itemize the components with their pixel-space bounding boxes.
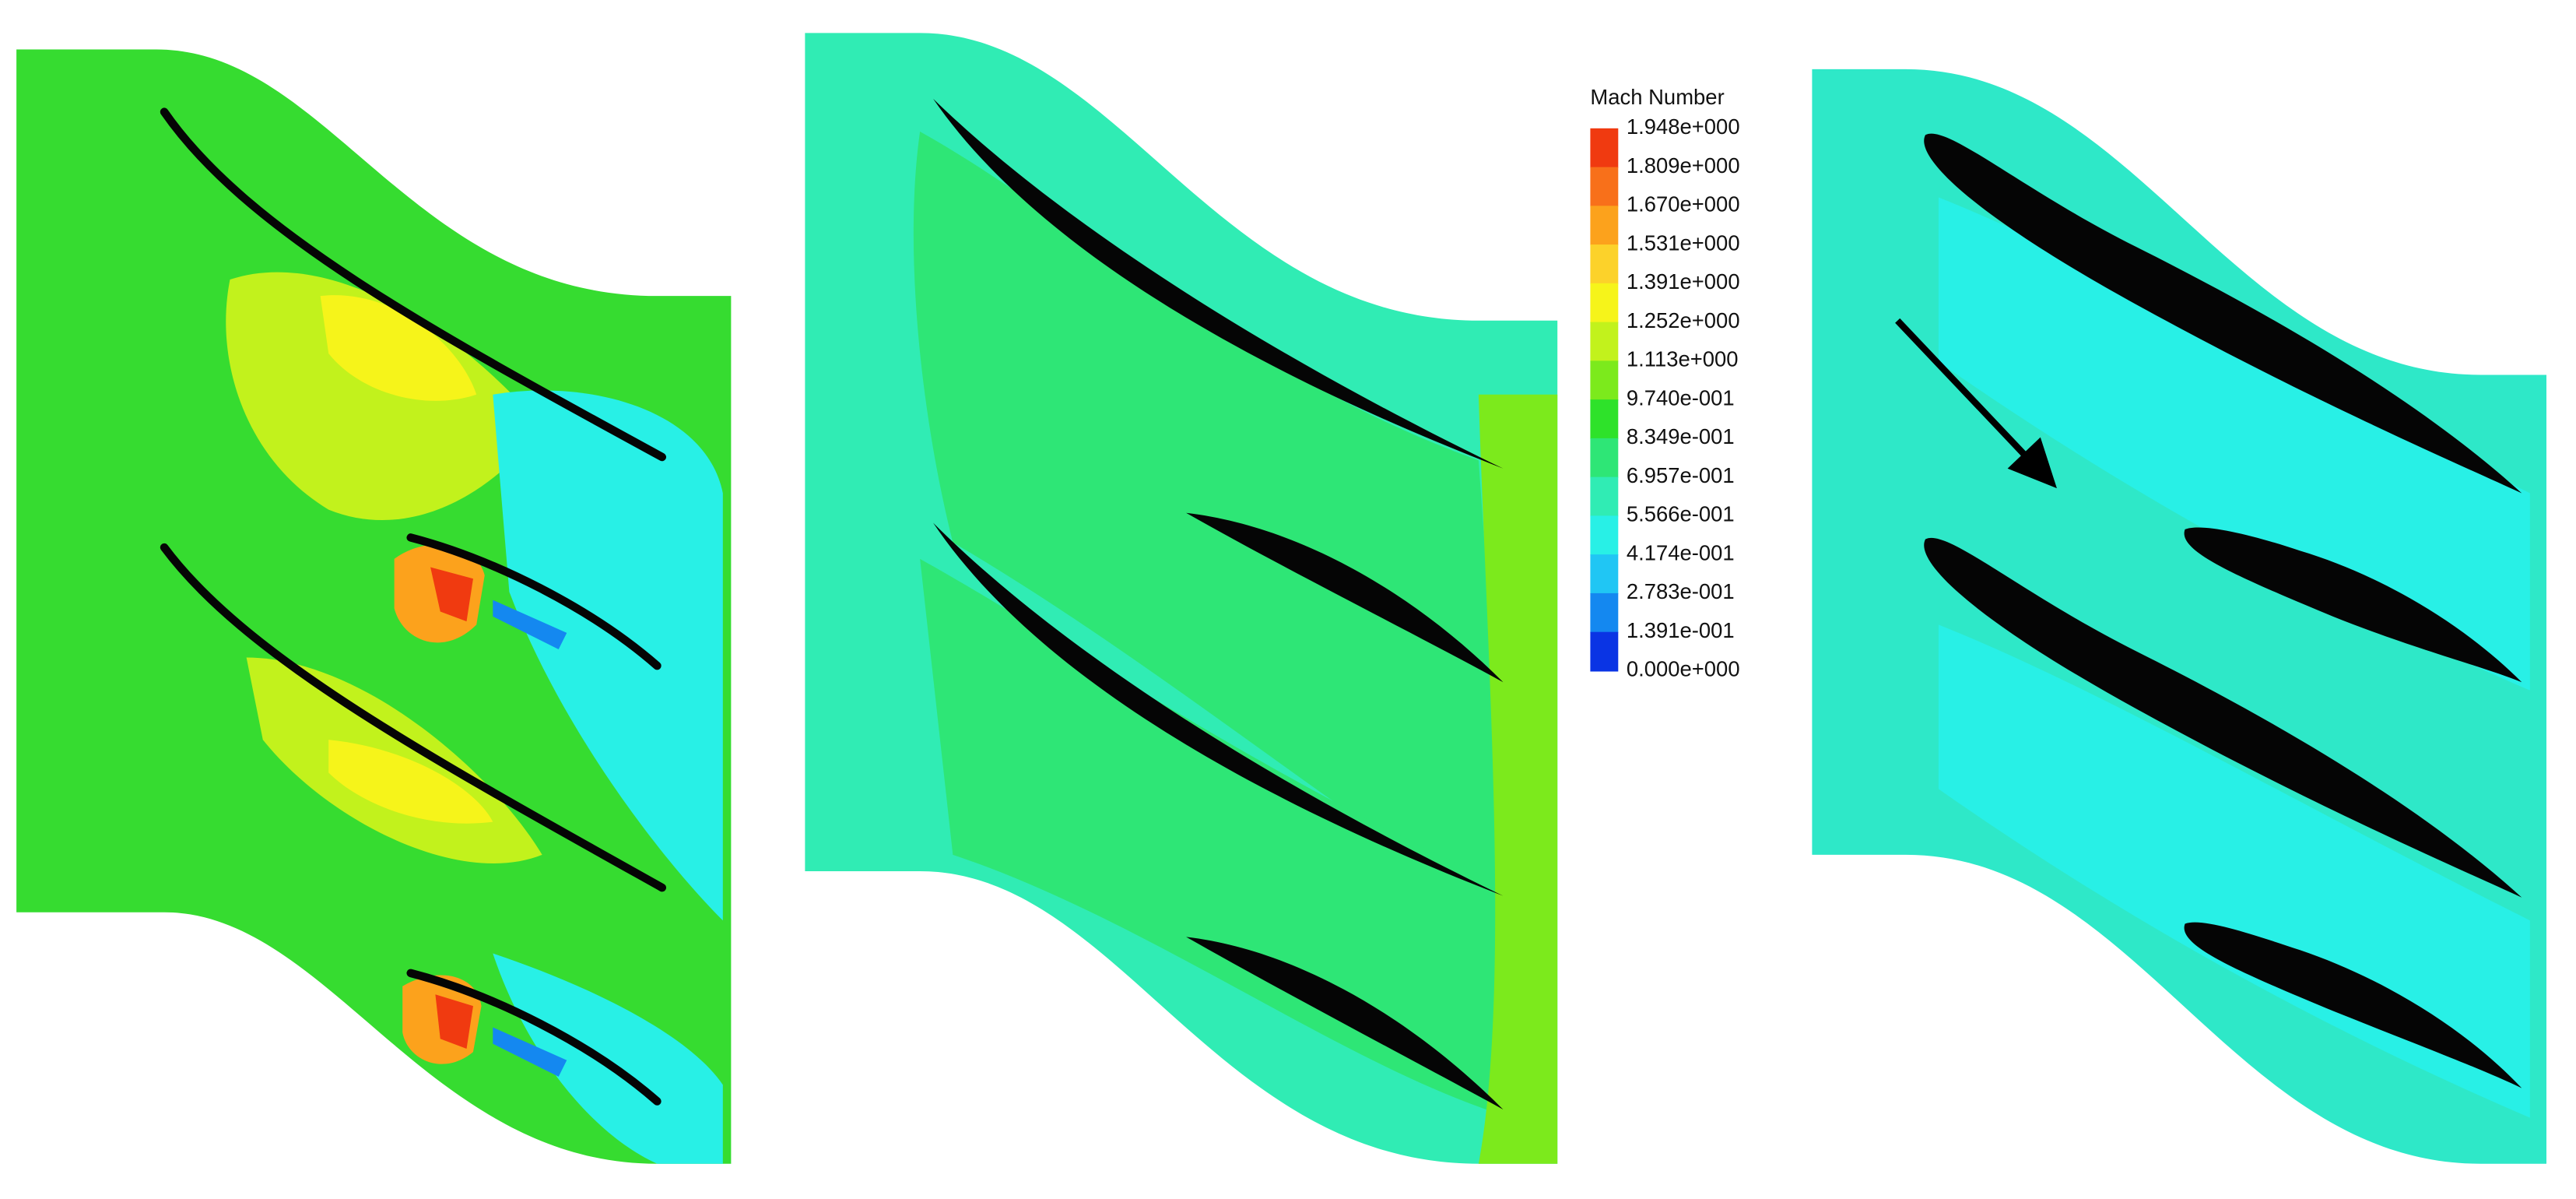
- blade: [160, 543, 666, 892]
- legend-swatch: [1590, 399, 1619, 439]
- blade: [406, 533, 662, 670]
- legend-swatch: [1590, 592, 1619, 633]
- blade: [406, 969, 662, 1106]
- legend-swatch: [1590, 206, 1619, 246]
- legend-swatch: [1590, 554, 1619, 594]
- contour: [430, 567, 473, 622]
- legend-swatch: [1590, 515, 1619, 556]
- legend-label: 1.531e+000: [1627, 230, 1740, 255]
- blade: [2184, 922, 2522, 1088]
- legend-label: 8.349e-001: [1627, 424, 1735, 448]
- legend-label: 1.252e+000: [1627, 308, 1740, 332]
- legend-label: 1.391e+000: [1627, 269, 1740, 294]
- blades: [160, 107, 666, 1106]
- blades: [1924, 133, 2522, 1088]
- legend-swatch: [1590, 438, 1619, 478]
- legend-swatch: [1590, 128, 1619, 168]
- right-panel: [1812, 69, 2547, 1164]
- legend-swatch: [1590, 631, 1619, 672]
- blade: [1924, 133, 2522, 494]
- blade: [160, 107, 666, 462]
- legend-label: 2.783e-001: [1627, 579, 1735, 603]
- legend-label: 1.113e+000: [1627, 347, 1739, 371]
- contour: [320, 295, 477, 401]
- legend: Mach Number 1.948e+000 1.809e+000 1.670e+0…: [1590, 85, 1740, 681]
- legend-label: 1.809e+000: [1627, 153, 1740, 178]
- contour: [920, 558, 1512, 1118]
- legend-title: Mach Number: [1590, 85, 1724, 109]
- contour: [435, 994, 473, 1049]
- blade: [1186, 937, 1504, 1110]
- legend-swatch: [1590, 476, 1619, 517]
- legend-label: 0.000e+000: [1627, 657, 1740, 681]
- legend-swatch: [1590, 244, 1619, 284]
- legend-label: 6.957e-001: [1627, 463, 1735, 487]
- middle-panel: [805, 33, 1558, 1164]
- legend-label: 4.174e-001: [1627, 540, 1735, 564]
- blade: [1186, 512, 1504, 683]
- contour: [1478, 394, 1558, 1164]
- domain: [16, 49, 732, 1164]
- legend-label: 5.566e-001: [1627, 502, 1735, 526]
- blade: [2184, 527, 2522, 683]
- contour: [1938, 197, 2530, 691]
- contour: [493, 390, 723, 921]
- legend-label: 1.670e+000: [1627, 192, 1740, 216]
- left-panel: [16, 49, 732, 1164]
- contour: [493, 600, 567, 649]
- legend-swatch: [1590, 167, 1619, 207]
- legend-swatch: [1590, 322, 1619, 362]
- contour: [226, 272, 542, 521]
- flow-arrow: [1895, 318, 2048, 480]
- blades: [933, 98, 1504, 1110]
- legend-label: 1.391e-001: [1627, 618, 1735, 642]
- legend-swatch: [1590, 360, 1619, 401]
- legend-label: 9.740e-001: [1627, 385, 1735, 410]
- arrow-head: [2007, 437, 2057, 489]
- legend-label: 1.948e+000: [1627, 114, 1740, 139]
- blade: [1924, 537, 2522, 898]
- contour: [328, 740, 493, 824]
- legend-swatch: [1590, 283, 1619, 323]
- contour: [493, 1027, 567, 1077]
